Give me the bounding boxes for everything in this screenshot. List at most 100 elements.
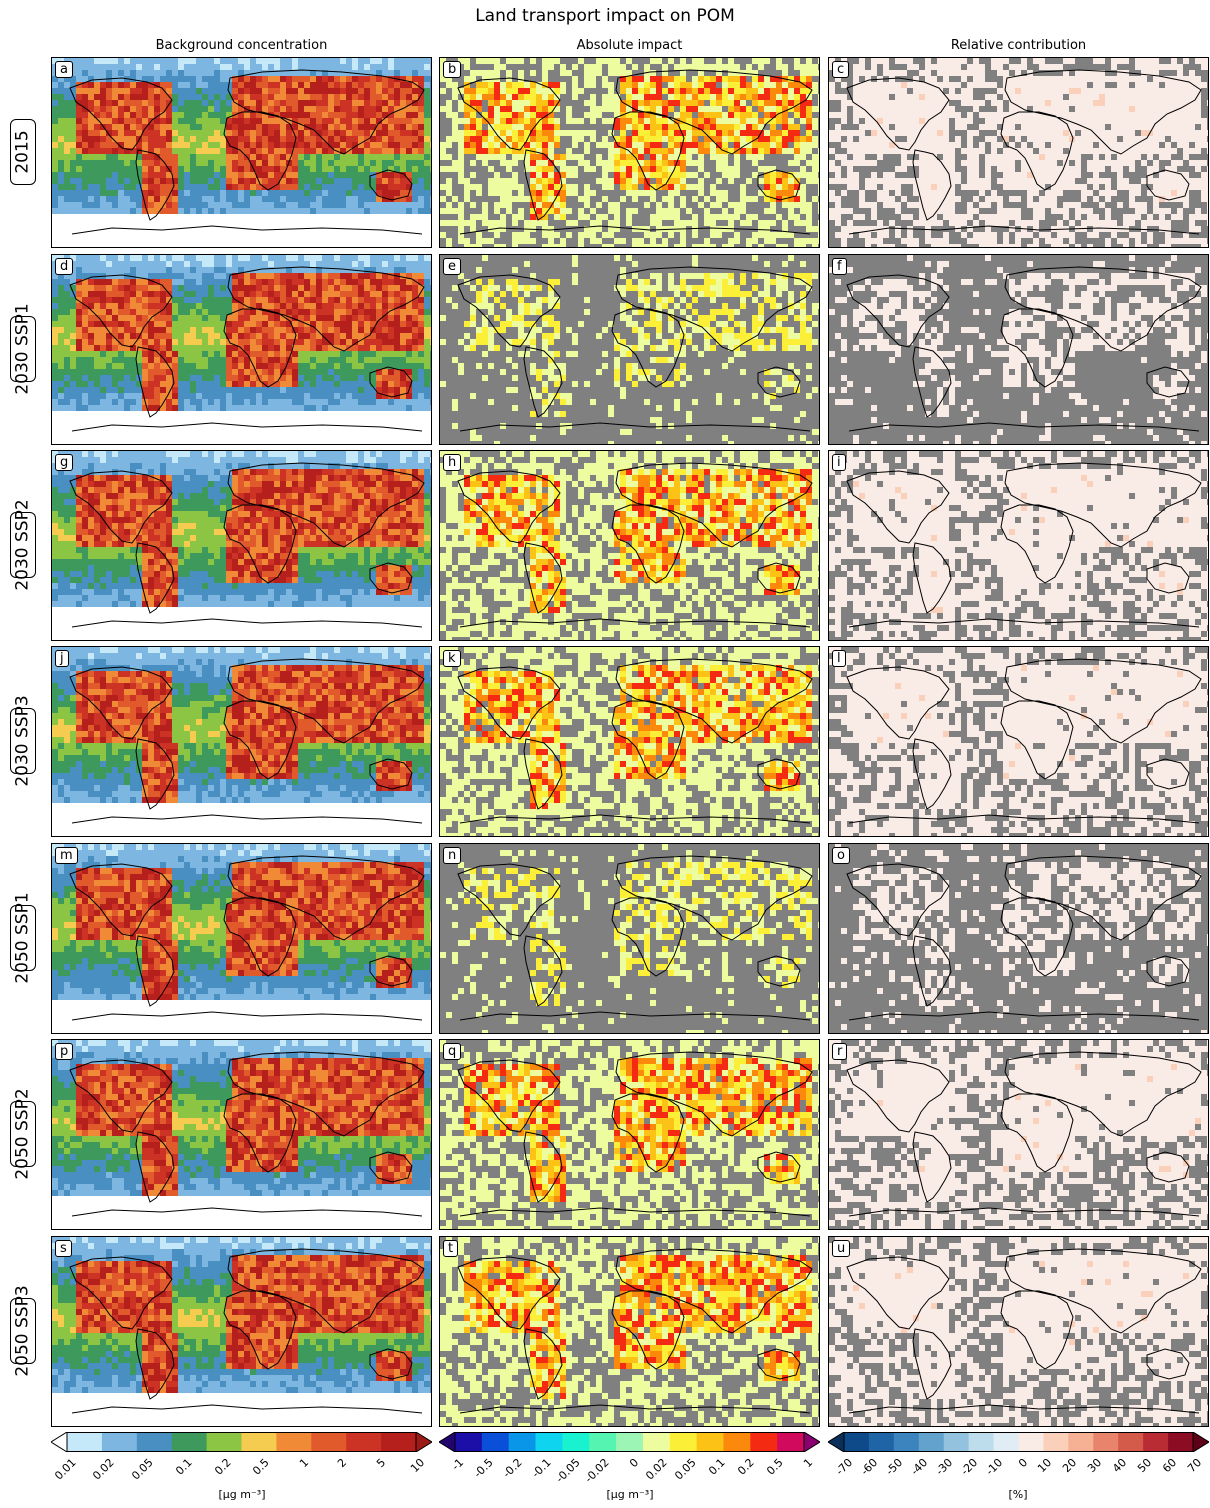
map-cell bbox=[740, 64, 747, 71]
map-cell bbox=[614, 70, 621, 77]
map-cell bbox=[788, 232, 795, 239]
map-cell bbox=[476, 208, 483, 215]
map-cell bbox=[818, 94, 819, 101]
map-cell bbox=[506, 94, 513, 101]
map-cell bbox=[853, 70, 860, 77]
map-cell bbox=[160, 232, 167, 239]
map-cell bbox=[967, 58, 974, 65]
map-cell bbox=[388, 106, 395, 113]
map-cell bbox=[76, 172, 83, 179]
map-cell bbox=[626, 226, 633, 233]
map-cell bbox=[488, 208, 495, 215]
map-cell bbox=[464, 106, 471, 113]
map-cell bbox=[847, 202, 854, 209]
map-cell bbox=[704, 70, 711, 77]
map-cell bbox=[310, 202, 317, 209]
map-cell bbox=[262, 244, 269, 247]
map-cell bbox=[668, 184, 675, 191]
map-cell bbox=[979, 70, 986, 77]
map-cell bbox=[674, 130, 681, 137]
map-cell bbox=[877, 118, 884, 125]
map-cell bbox=[94, 142, 101, 149]
map-cell bbox=[776, 166, 783, 173]
map-cell bbox=[298, 178, 305, 185]
map-cell bbox=[578, 148, 585, 155]
map-cell bbox=[310, 58, 317, 65]
map-cell bbox=[686, 244, 693, 247]
map-cell bbox=[728, 130, 735, 137]
map-cell bbox=[64, 160, 71, 167]
map-cell bbox=[794, 76, 801, 83]
map-cell bbox=[812, 94, 819, 101]
map-cell bbox=[214, 70, 221, 77]
map-cell bbox=[340, 166, 347, 173]
map-cell bbox=[524, 196, 531, 203]
map-cell bbox=[889, 154, 896, 161]
map-cell bbox=[674, 238, 681, 245]
map-cell bbox=[668, 70, 675, 77]
map-cell bbox=[859, 82, 866, 89]
map-cell bbox=[710, 232, 717, 239]
map-cell bbox=[608, 136, 615, 143]
map-cell bbox=[925, 100, 932, 107]
map-cell bbox=[482, 130, 489, 137]
map-cell bbox=[590, 100, 597, 107]
map-cell bbox=[340, 106, 347, 113]
map-cell bbox=[208, 136, 215, 143]
map-cell bbox=[376, 64, 383, 71]
map-cell bbox=[142, 160, 149, 167]
map-cell bbox=[262, 166, 269, 173]
map-cell bbox=[949, 76, 956, 83]
map-cell bbox=[608, 106, 615, 113]
map-cell bbox=[782, 232, 789, 239]
map-cell bbox=[764, 130, 771, 137]
map-cell bbox=[572, 94, 579, 101]
map-cell bbox=[64, 148, 71, 155]
map-cell bbox=[746, 136, 753, 143]
map-cell bbox=[931, 64, 938, 71]
map-cell bbox=[650, 64, 657, 71]
map-cell bbox=[304, 130, 311, 137]
map-cell bbox=[758, 88, 765, 95]
map-cell bbox=[358, 214, 365, 221]
map-cell bbox=[470, 154, 477, 161]
map-cell bbox=[524, 124, 531, 131]
map-cell bbox=[877, 238, 884, 245]
map-cell bbox=[818, 106, 819, 113]
map-cell bbox=[400, 160, 407, 167]
map-cell bbox=[244, 208, 251, 215]
map-cell bbox=[913, 112, 920, 119]
map-cell bbox=[901, 148, 908, 155]
map-cell bbox=[506, 154, 513, 161]
map-cell bbox=[979, 232, 986, 239]
map-cell bbox=[614, 160, 621, 167]
map-cell bbox=[674, 100, 681, 107]
map-cell bbox=[812, 142, 819, 149]
map-cell bbox=[871, 136, 878, 143]
map-cell bbox=[818, 124, 819, 131]
map-cell bbox=[590, 88, 597, 95]
map-cell bbox=[82, 214, 89, 221]
map-cell bbox=[889, 244, 896, 247]
map-cell bbox=[632, 112, 639, 119]
map-cell bbox=[166, 64, 173, 71]
map-cell bbox=[650, 142, 657, 149]
map-cell bbox=[482, 88, 489, 95]
map-cell bbox=[632, 160, 639, 167]
map-cell bbox=[494, 142, 501, 149]
map-cell bbox=[256, 112, 263, 119]
map-cell bbox=[64, 112, 71, 119]
map-cell bbox=[208, 190, 215, 197]
map-cell bbox=[620, 82, 627, 89]
map-cell bbox=[919, 136, 926, 143]
map-cell bbox=[382, 202, 389, 209]
map-cell bbox=[512, 196, 519, 203]
map-cell bbox=[298, 106, 305, 113]
map-cell bbox=[668, 106, 675, 113]
map-cell bbox=[446, 106, 453, 113]
map-cell bbox=[662, 70, 669, 77]
map-cell bbox=[506, 202, 513, 209]
map-cell bbox=[346, 178, 353, 185]
map-cell bbox=[256, 244, 263, 247]
map-cell bbox=[440, 112, 447, 119]
